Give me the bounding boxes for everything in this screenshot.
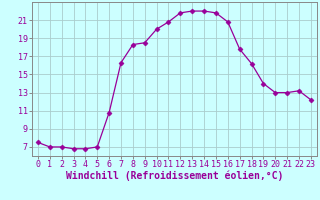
X-axis label: Windchill (Refroidissement éolien,°C): Windchill (Refroidissement éolien,°C) — [66, 171, 283, 181]
